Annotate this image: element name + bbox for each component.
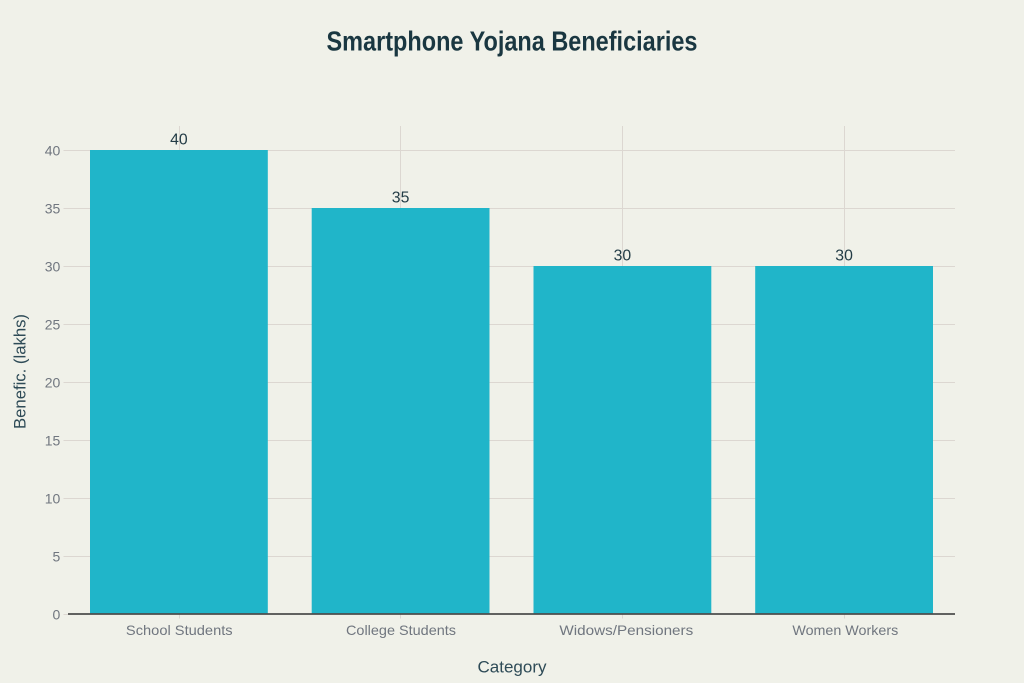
svg-text:15: 15 [45,432,61,448]
svg-text:35: 35 [392,190,410,207]
svg-text:40: 40 [45,142,61,158]
svg-text:5: 5 [53,548,61,564]
svg-text:25: 25 [45,316,61,332]
svg-text:40: 40 [170,132,188,149]
svg-text:35: 35 [45,200,61,216]
svg-text:Smartphone Yojana Beneficiarie: Smartphone Yojana Beneficiaries [327,26,698,57]
svg-text:School Students: School Students [126,622,233,638]
svg-text:10: 10 [45,490,61,506]
svg-text:30: 30 [835,248,853,265]
svg-text:30: 30 [45,258,61,274]
svg-text:30: 30 [614,248,632,265]
svg-text:Benefic. (lakhs): Benefic. (lakhs) [12,314,30,429]
svg-text:College Students: College Students [346,622,456,638]
svg-text:Category: Category [478,657,547,676]
svg-text:20: 20 [45,374,61,390]
svg-text:0: 0 [53,606,61,622]
svg-text:Widows/Pensioners: Widows/Pensioners [559,622,693,638]
svg-text:Women Workers: Women Workers [792,622,898,638]
